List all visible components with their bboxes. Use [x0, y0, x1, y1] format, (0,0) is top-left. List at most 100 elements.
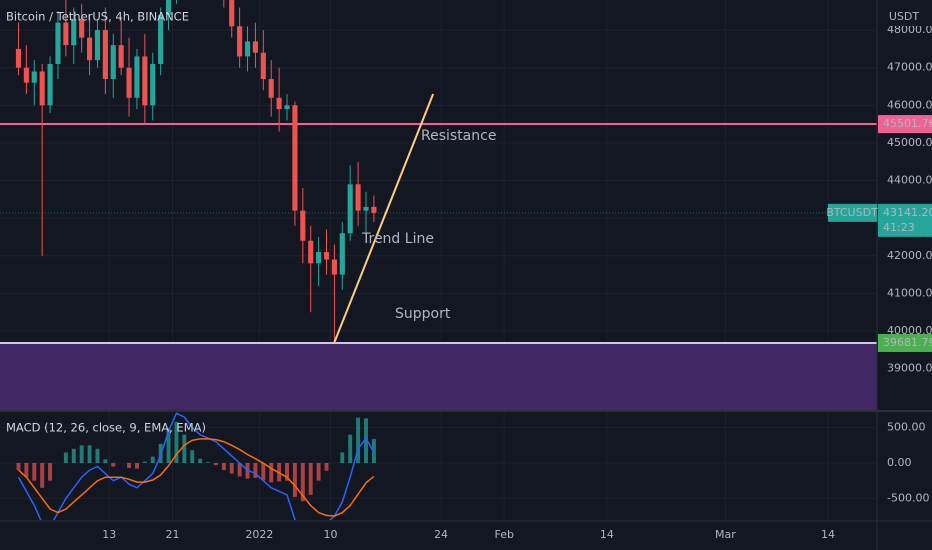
macd-histogram-bar [142, 461, 147, 463]
macd-histogram-bar [174, 421, 179, 463]
x-tick-label: Mar [715, 528, 736, 541]
candle-body [118, 45, 124, 68]
last-price-label: 43141.20 [883, 206, 932, 219]
macd-histogram-bar [87, 445, 92, 463]
candle-body [316, 252, 322, 264]
x-tick-label: 24 [434, 528, 448, 541]
support-zone [0, 342, 877, 410]
macd-histogram-bar [24, 462, 29, 478]
macd-histogram-bar [32, 462, 37, 481]
macd-histogram-bar [300, 462, 305, 502]
support-tag [878, 333, 932, 352]
candle-body [55, 22, 61, 64]
macd-histogram-bar [40, 462, 45, 488]
macd-histogram-bar [237, 462, 242, 477]
macd-histogram-bar [285, 462, 289, 481]
candle-body [15, 48, 22, 68]
candle-body [142, 56, 148, 106]
last-price-tag [878, 203, 932, 237]
macd-tick-label: 500.00 [887, 421, 926, 434]
macd-histogram-bar [308, 462, 313, 495]
candle-body [363, 206, 369, 211]
macd-histogram-bar [48, 462, 53, 481]
candle-body [252, 41, 258, 53]
candle-body [126, 67, 132, 98]
candle-body [63, 22, 69, 46]
y-tick-label: 46000.00 [887, 98, 932, 111]
macd-histogram-bar [182, 434, 187, 463]
trend-line-label: Trend Line [361, 231, 434, 247]
macd-tick-label: 0.00 [887, 456, 912, 469]
macd-histogram-bar [190, 450, 195, 463]
candle-body [23, 67, 29, 83]
candle-body [229, 0, 235, 27]
unit-bg [878, 8, 932, 26]
candles [15, 0, 435, 343]
macd-histogram-bar [356, 417, 361, 463]
macd-histogram-bar [340, 452, 345, 463]
macd-tick-label: -500.00 [887, 491, 929, 504]
candle-body [134, 56, 140, 98]
macd-histogram-bar [150, 456, 155, 463]
y-tick-label: 44000.00 [887, 174, 932, 187]
x-tick-label: 13 [102, 528, 116, 541]
countdown-label: 41:23 [883, 221, 915, 234]
y-tick-label: 48000.00 [887, 23, 932, 36]
chart-title: Bitcoin / TetherUS, 4h, BINANCE [6, 10, 189, 24]
candle-body [150, 63, 156, 106]
macd-histogram-bar [103, 459, 108, 463]
macd-histogram-bar [213, 462, 218, 466]
candle-body [347, 184, 353, 234]
resistance-label: Resistance [421, 128, 496, 144]
x-tick-label: 14 [821, 528, 835, 541]
macd-histogram-bar [364, 418, 368, 463]
candle-body [158, 15, 164, 64]
macd-histogram-bar [269, 462, 274, 483]
candle-body [268, 78, 274, 98]
x-tick-label: Feb [494, 528, 513, 541]
y-tick-label: 42000.00 [887, 249, 932, 262]
macd-histogram-bar [166, 428, 171, 463]
candle-body [300, 210, 306, 241]
y-tick-label: 39000.00 [887, 362, 932, 375]
macd-histogram-bar [111, 462, 116, 467]
y-tick-label: 47000.00 [887, 61, 932, 74]
candle-body [284, 105, 290, 110]
candle-body [165, 0, 172, 16]
x-tick-label: 21 [165, 528, 179, 541]
x-tick-label: 10 [323, 528, 337, 541]
candle-body [237, 26, 243, 57]
candle-body [79, 18, 85, 38]
macd-histogram-bar [134, 462, 139, 469]
candle-body [86, 37, 93, 61]
candle-body [47, 63, 53, 106]
support-label: Support [395, 306, 451, 322]
trend-line [333, 93, 435, 343]
x-tick-label: 2022 [245, 528, 273, 541]
candle-body [71, 18, 77, 46]
macd-histogram-bar [79, 445, 84, 463]
candle-body [292, 105, 298, 211]
macd-histogram-bar [95, 448, 100, 463]
y-tick-label: 45000.00 [887, 136, 932, 149]
macd-histogram-bar [348, 434, 353, 463]
candle-body [31, 71, 37, 83]
macd-histogram-bar [292, 462, 297, 497]
macd-pane [16, 412, 376, 520]
macd-histogram-bar [206, 462, 211, 463]
candle-body [39, 71, 45, 106]
zones [0, 123, 877, 410]
y-tick-label: 41000.00 [887, 286, 932, 299]
price-unit: USDT [889, 10, 920, 23]
macd-histogram-bar [229, 462, 234, 474]
macd-line [17, 412, 375, 520]
axes: 39000.0040000.0041000.0042000.0043000.00… [102, 23, 932, 541]
macd-histogram-bar [324, 462, 329, 471]
candle-body [276, 97, 282, 110]
y-tick-label: 40000.00 [887, 324, 932, 337]
candle-body [94, 30, 101, 61]
candle-body [244, 41, 251, 57]
candle-body [323, 252, 330, 260]
